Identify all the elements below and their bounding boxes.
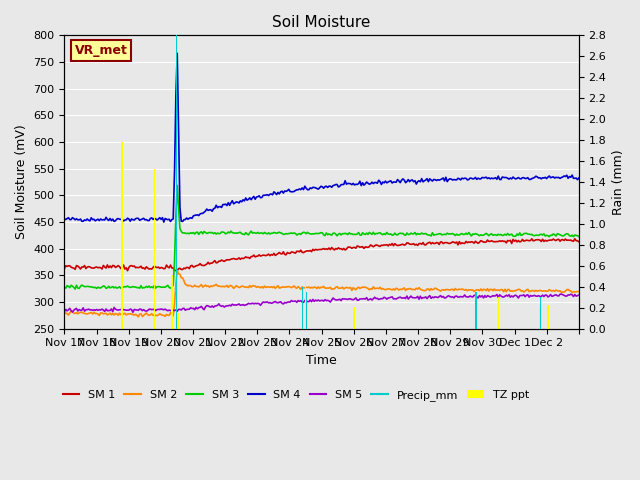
Bar bbox=[540, 307, 541, 329]
Line: SM 1: SM 1 bbox=[65, 239, 579, 271]
SM 1 bbox=[61, 266, 68, 272]
Text: VR_met: VR_met bbox=[75, 44, 127, 57]
SM 1 bbox=[124, 268, 131, 274]
Y-axis label: Soil Moisture (mV): Soil Moisture (mV) bbox=[15, 125, 28, 240]
SM 2 bbox=[173, 267, 181, 273]
SM 4 bbox=[173, 50, 181, 56]
Y-axis label: Rain (mm): Rain (mm) bbox=[612, 149, 625, 215]
SM 3 bbox=[575, 234, 582, 240]
SM 1 bbox=[505, 238, 513, 244]
SM 1 bbox=[575, 239, 582, 245]
Legend: SM 1, SM 2, SM 3, SM 4, SM 5, Precip_mm, TZ ppt: SM 1, SM 2, SM 3, SM 4, SM 5, Precip_mm,… bbox=[58, 385, 534, 405]
SM 5 bbox=[505, 292, 513, 298]
Bar bbox=[306, 292, 307, 329]
Bar bbox=[353, 307, 355, 329]
SM 4 bbox=[506, 175, 514, 181]
SM 3 bbox=[328, 232, 335, 238]
SM 2 bbox=[94, 311, 102, 317]
SM 2 bbox=[328, 287, 335, 292]
SM 5 bbox=[429, 294, 436, 300]
SM 5 bbox=[557, 291, 565, 297]
SM 5 bbox=[61, 309, 68, 314]
Bar bbox=[302, 287, 303, 329]
SM 2 bbox=[506, 288, 514, 294]
Line: SM 2: SM 2 bbox=[65, 270, 579, 317]
SM 4 bbox=[430, 177, 438, 182]
SM 2 bbox=[430, 287, 438, 292]
SM 5 bbox=[575, 292, 582, 298]
SM 1 bbox=[326, 247, 334, 252]
SM 5 bbox=[94, 307, 102, 313]
SM 2 bbox=[78, 309, 86, 315]
SM 2 bbox=[575, 289, 582, 295]
Line: SM 5: SM 5 bbox=[65, 294, 579, 312]
X-axis label: Time: Time bbox=[307, 354, 337, 367]
SM 4 bbox=[78, 218, 86, 224]
SM 5 bbox=[573, 293, 581, 299]
SM 5 bbox=[326, 299, 334, 305]
Bar bbox=[476, 292, 477, 329]
SM 3 bbox=[430, 232, 438, 238]
Bar bbox=[176, 36, 177, 329]
SM 1 bbox=[429, 240, 436, 245]
Bar bbox=[154, 168, 156, 329]
SM 3 bbox=[71, 286, 79, 292]
Bar bbox=[122, 142, 123, 329]
SM 2 bbox=[134, 314, 142, 320]
SM 3 bbox=[61, 285, 68, 290]
Bar bbox=[305, 281, 307, 329]
Line: SM 3: SM 3 bbox=[65, 185, 579, 289]
SM 4 bbox=[94, 216, 102, 222]
SM 4 bbox=[160, 219, 168, 225]
SM 2 bbox=[61, 310, 68, 315]
Bar bbox=[547, 305, 549, 329]
Title: Soil Moisture: Soil Moisture bbox=[273, 15, 371, 30]
SM 1 bbox=[573, 238, 581, 244]
SM 4 bbox=[573, 177, 581, 182]
SM 2 bbox=[573, 288, 581, 294]
SM 3 bbox=[173, 182, 181, 188]
SM 3 bbox=[506, 232, 514, 238]
SM 5 bbox=[78, 307, 86, 313]
SM 1 bbox=[94, 265, 102, 271]
SM 3 bbox=[79, 283, 87, 289]
SM 5 bbox=[129, 310, 137, 315]
Bar bbox=[540, 297, 541, 329]
Line: SM 4: SM 4 bbox=[65, 53, 579, 222]
SM 3 bbox=[95, 285, 103, 291]
SM 4 bbox=[61, 216, 68, 222]
Bar bbox=[172, 276, 173, 329]
SM 1 bbox=[571, 236, 579, 241]
SM 1 bbox=[78, 264, 86, 270]
SM 3 bbox=[573, 233, 581, 239]
SM 4 bbox=[575, 175, 582, 181]
Bar bbox=[178, 312, 179, 329]
SM 4 bbox=[328, 184, 335, 190]
Bar bbox=[498, 297, 499, 329]
